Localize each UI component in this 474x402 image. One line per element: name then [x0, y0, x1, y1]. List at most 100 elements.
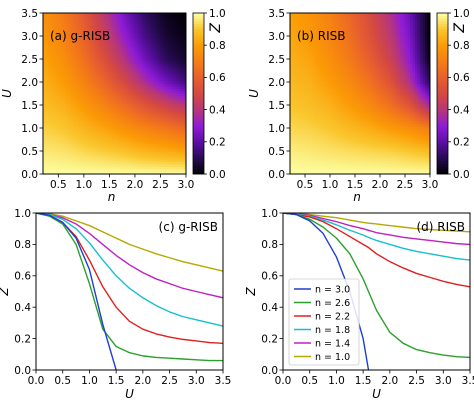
heatmap-cell	[375, 156, 378, 160]
heatmap-cell	[106, 38, 110, 42]
heatmap-cell	[73, 143, 77, 147]
heatmap-cell	[117, 85, 120, 89]
heatmap-cell	[367, 116, 371, 120]
heatmap-cell	[55, 136, 59, 140]
heatmap-cell	[362, 123, 366, 127]
heatmap-cell	[183, 163, 187, 167]
heatmap-cell	[150, 171, 154, 175]
heatmap-cell	[88, 45, 92, 49]
heatmap-cell	[165, 171, 169, 175]
heatmap-cell	[124, 15, 128, 19]
heatmap-cell	[372, 168, 376, 172]
heatmap-cell	[395, 143, 398, 147]
heatmap-cell	[152, 43, 156, 47]
heatmap-cell	[58, 156, 62, 160]
heatmap-cell	[292, 123, 296, 127]
heatmap-cell	[168, 101, 172, 104]
heatmap-cell	[155, 48, 159, 52]
heatmap-cell	[312, 166, 316, 170]
heatmap-cell	[119, 161, 123, 165]
heatmap-cell	[422, 136, 426, 140]
heatmap-cell	[157, 168, 161, 172]
heatmap-cell	[81, 33, 85, 37]
heatmap-cell	[372, 131, 376, 135]
heatmap-cell	[71, 68, 75, 72]
heatmap-cell	[163, 23, 166, 26]
heatmap-cell	[86, 33, 90, 37]
heatmap-cell	[295, 143, 298, 147]
heatmap-cell	[412, 163, 416, 167]
heatmap-cell	[114, 80, 118, 84]
heatmap-cell	[390, 123, 393, 127]
heatmap-cell	[53, 65, 57, 69]
heatmap-cell	[91, 133, 95, 137]
heatmap-cell	[152, 156, 156, 160]
heatmap-cell	[122, 118, 126, 122]
heatmap-cell	[145, 106, 149, 109]
heatmap-cell	[78, 93, 82, 97]
heatmap-cell	[114, 161, 118, 165]
heatmap-cell	[302, 138, 306, 142]
heatmap-cell	[53, 151, 57, 155]
heatmap-cell	[109, 98, 113, 102]
heatmap-cell	[122, 70, 126, 74]
heatmap-cell	[297, 166, 301, 170]
heatmap-cell	[295, 168, 298, 172]
heatmap-cell	[180, 20, 184, 24]
heatmap-cell	[415, 128, 418, 132]
heatmap-cell	[43, 43, 46, 47]
heatmap-cell	[152, 40, 156, 44]
heatmap-cell	[415, 163, 418, 167]
heatmap-cell	[127, 166, 131, 170]
heatmap-cell	[73, 116, 77, 120]
colorbar-cell	[193, 37, 204, 41]
heatmap-cell	[345, 171, 348, 175]
heatmap-cell	[412, 128, 416, 132]
heatmap-cell	[127, 15, 131, 19]
heatmap-cell	[137, 146, 141, 150]
heatmap-cell	[342, 118, 346, 122]
colorbar-cell	[193, 88, 204, 92]
heatmap-cell	[129, 70, 133, 74]
heatmap-cell	[380, 128, 383, 132]
plot-frame	[42, 12, 187, 175]
heatmap-cell	[114, 141, 118, 145]
heatmap-cell	[417, 123, 421, 127]
heatmap-cell	[312, 161, 316, 165]
heatmap-cell	[175, 28, 179, 32]
heatmap-cell	[134, 80, 138, 84]
heatmap-cell	[53, 60, 57, 64]
heatmap-cell	[152, 93, 156, 97]
heatmap-cell	[142, 88, 146, 92]
heatmap-cell	[310, 168, 313, 172]
heatmap-cell	[183, 55, 187, 59]
heatmap-cell	[312, 123, 316, 127]
heatmap-cell	[63, 113, 67, 117]
heatmap-cell	[129, 151, 133, 155]
heatmap-cell	[362, 171, 366, 175]
heatmap-cell	[362, 128, 366, 132]
heatmap-cell	[48, 98, 52, 102]
heatmap-cell	[183, 123, 187, 127]
heatmap-cell	[55, 40, 59, 44]
heatmap-cell	[140, 96, 143, 99]
heatmap-cell	[104, 78, 108, 82]
heatmap-cell	[152, 18, 156, 21]
heatmap-cell	[43, 73, 46, 77]
heatmap-cell	[417, 163, 421, 167]
heatmap-cell	[45, 65, 49, 69]
heatmap-cell	[412, 121, 416, 125]
heatmap-cell	[163, 111, 166, 115]
heatmap-cell	[173, 15, 177, 19]
heatmap-cell	[168, 53, 172, 57]
heatmap-cell	[160, 171, 164, 175]
heatmap-cell	[48, 35, 52, 39]
heatmap-cell	[160, 113, 164, 117]
heatmap-cell	[48, 45, 52, 49]
heatmap-cell	[60, 60, 64, 64]
heatmap-cell	[134, 121, 138, 125]
heatmap-cell	[65, 63, 69, 67]
heatmap-cell	[140, 88, 143, 92]
heatmap-cell	[132, 58, 136, 62]
heatmap-cell	[307, 151, 311, 155]
